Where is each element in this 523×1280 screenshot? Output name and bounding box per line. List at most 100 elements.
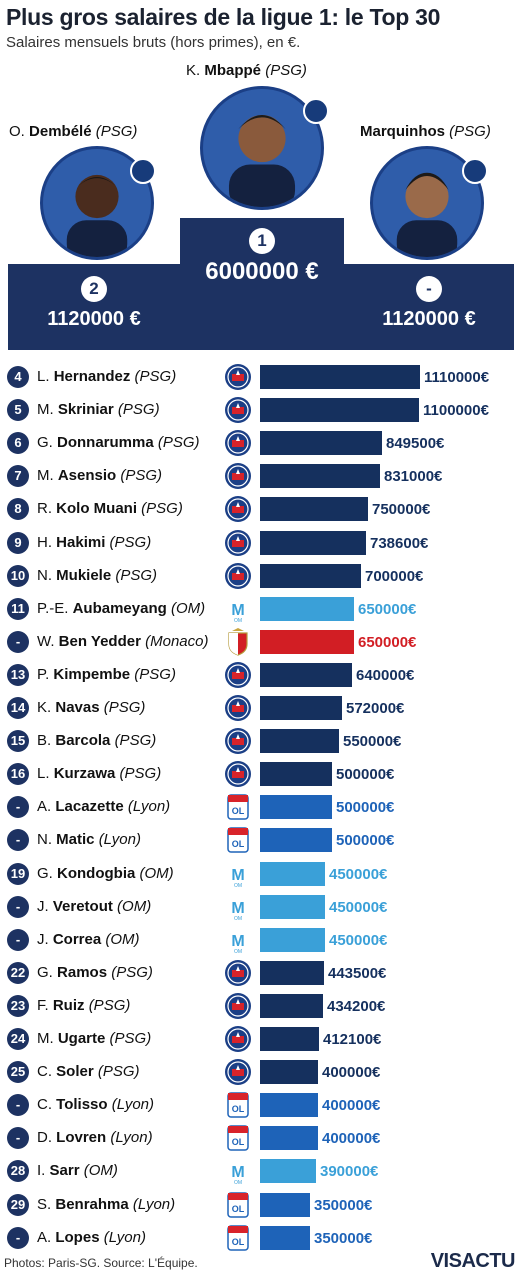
salary-bar (260, 729, 339, 754)
salary-bar (260, 1126, 318, 1151)
rank-badge: - (7, 1127, 29, 1150)
salary-bar (260, 927, 325, 952)
salary-bar (260, 1192, 310, 1217)
salary-value: 400000€ (322, 1130, 381, 1148)
player-surname: Ruiz (52, 996, 85, 1014)
svg-text:OL: OL (232, 806, 245, 816)
salary-bar (260, 1093, 318, 1118)
player-initial: F. (37, 996, 49, 1014)
svg-text:OL: OL (232, 1104, 245, 1114)
player-name: K. Navas (PSG) (37, 699, 145, 716)
psg-crest-icon (224, 495, 252, 523)
table-row: 4 L. Hernandez (PSG) 1110000€ (0, 361, 523, 394)
om-crest-icon: M OM (224, 1157, 252, 1186)
psg-crest-icon (224, 1058, 252, 1086)
podium-first-name: K. Mbappé (PSG) (186, 62, 307, 79)
player-initial: A. (37, 1228, 52, 1246)
salary-value: 450000€ (329, 931, 388, 949)
salary-value: 500000€ (336, 766, 395, 784)
player-club: (Lyon) (103, 1228, 146, 1246)
table-row: 6 G. Donnarumma (PSG) 849500€ (0, 427, 523, 460)
player-club: (PSG) (88, 996, 131, 1014)
svg-text:OL: OL (232, 839, 245, 849)
salary-value: 849500€ (386, 435, 445, 453)
player-initial: J. (37, 930, 49, 948)
player-club: (PSG) (103, 699, 146, 716)
om-crest-icon: M OM (224, 893, 252, 922)
player-name: G. Donnarumma (PSG) (37, 434, 200, 451)
player-initial: W. (37, 632, 55, 650)
svg-text:OL: OL (232, 1237, 245, 1247)
player-surname: Kolo Muani (56, 500, 137, 518)
svg-text:OL: OL (232, 1137, 245, 1147)
table-row: 11 P.-E. Aubameyang (OM) M OM 650000€ (0, 593, 523, 626)
table-row: 5 M. Skriniar (PSG) 1100000€ (0, 394, 523, 427)
player-club: (PSG) (117, 401, 160, 419)
player-club: (Lyon) (127, 798, 171, 816)
salary-value: 390000€ (320, 1163, 379, 1181)
salary-bar (260, 629, 354, 654)
table-row: 19 G. Kondogbia (OM) M OM 450000€ (0, 858, 523, 891)
salary-bar (260, 497, 368, 522)
rank-badge: 8 (7, 498, 29, 521)
player-club: (PSG) (115, 566, 158, 584)
salary-bar (260, 861, 325, 886)
psg-crest-icon (224, 529, 252, 557)
podium-second-rank: 2 (81, 276, 107, 302)
player-surname: Aubameyang (72, 599, 167, 617)
player-initial: L. (37, 765, 50, 783)
table-row: 28 I. Sarr (OM) M OM 390000€ (0, 1155, 523, 1188)
player-club: (OM) (139, 864, 174, 882)
player-club: (PSG) (97, 1063, 140, 1081)
player-initial: A. (37, 798, 52, 816)
source-credits: Photos: Paris-SG. Source: L'Équipe. (4, 1256, 198, 1270)
rank-badge: 23 (7, 994, 29, 1017)
player-initial: J. (37, 897, 49, 915)
rank-badge: - (7, 895, 29, 918)
player-initial: S. (37, 1195, 52, 1213)
salary-value: 550000€ (343, 733, 402, 751)
salary-value: 650000€ (358, 633, 417, 651)
player-initial: N. (37, 566, 52, 584)
table-row: 29 S. Benrahma (Lyon) OL 350000€ (0, 1189, 523, 1222)
player-name: B. Barcola (PSG) (37, 732, 156, 749)
salary-bar (260, 1159, 316, 1184)
table-row: - W. Ben Yedder (Monaco) 650000€ (0, 626, 523, 659)
player-club: (PSG) (120, 467, 163, 485)
player-initial: R. (37, 500, 52, 518)
rank-badge: 4 (7, 366, 29, 388)
player-surname: Kurzawa (53, 765, 116, 783)
salary-value: 450000€ (329, 865, 388, 883)
rank-badge: - (7, 928, 29, 951)
player-surname: Ugarte (57, 1030, 106, 1047)
lyon-crest-icon: OL (224, 1191, 252, 1219)
player-surname: Barcola (55, 732, 111, 750)
svg-text:M: M (231, 867, 244, 884)
table-row: 8 R. Kolo Muani (PSG) 750000€ (0, 493, 523, 526)
player-club: (PSG) (119, 765, 162, 783)
player-initial: M. (37, 1030, 54, 1047)
table-row: 10 N. Mukiele (PSG) 700000€ (0, 560, 523, 593)
table-row: - C. Tolisso (Lyon) OL 400000€ (0, 1089, 523, 1122)
table-row: 9 H. Hakimi (PSG) 738600€ (0, 527, 523, 560)
table-row: - J. Correa (OM) M OM 450000€ (0, 924, 523, 957)
rank-badge: 28 (7, 1160, 29, 1183)
podium-second-name: O. Dembélé (PSG) (9, 123, 138, 140)
salary-bar (260, 464, 380, 489)
player-initial: H. (37, 533, 52, 551)
salary-value: 700000€ (365, 567, 424, 585)
player-name: M. Skriniar (PSG) (37, 401, 160, 418)
svg-text:M: M (231, 900, 244, 917)
player-club: (PSG) (109, 533, 152, 551)
rank-badge: 5 (7, 399, 29, 422)
table-row: 14 K. Navas (PSG) 572000€ (0, 692, 523, 725)
player-surname: Mukiele (56, 566, 112, 584)
table-row: - A. Lacazette (Lyon) OL 500000€ (0, 791, 523, 824)
player-club: (PSG) (114, 732, 157, 750)
lyon-crest-icon: OL (224, 1224, 252, 1252)
psg-crest-icon (224, 727, 252, 755)
player-club: (OM) (117, 897, 152, 915)
player-surname: Skriniar (57, 401, 114, 419)
player-initial: D. (37, 1129, 52, 1147)
player-surname: Soler (56, 1063, 94, 1081)
